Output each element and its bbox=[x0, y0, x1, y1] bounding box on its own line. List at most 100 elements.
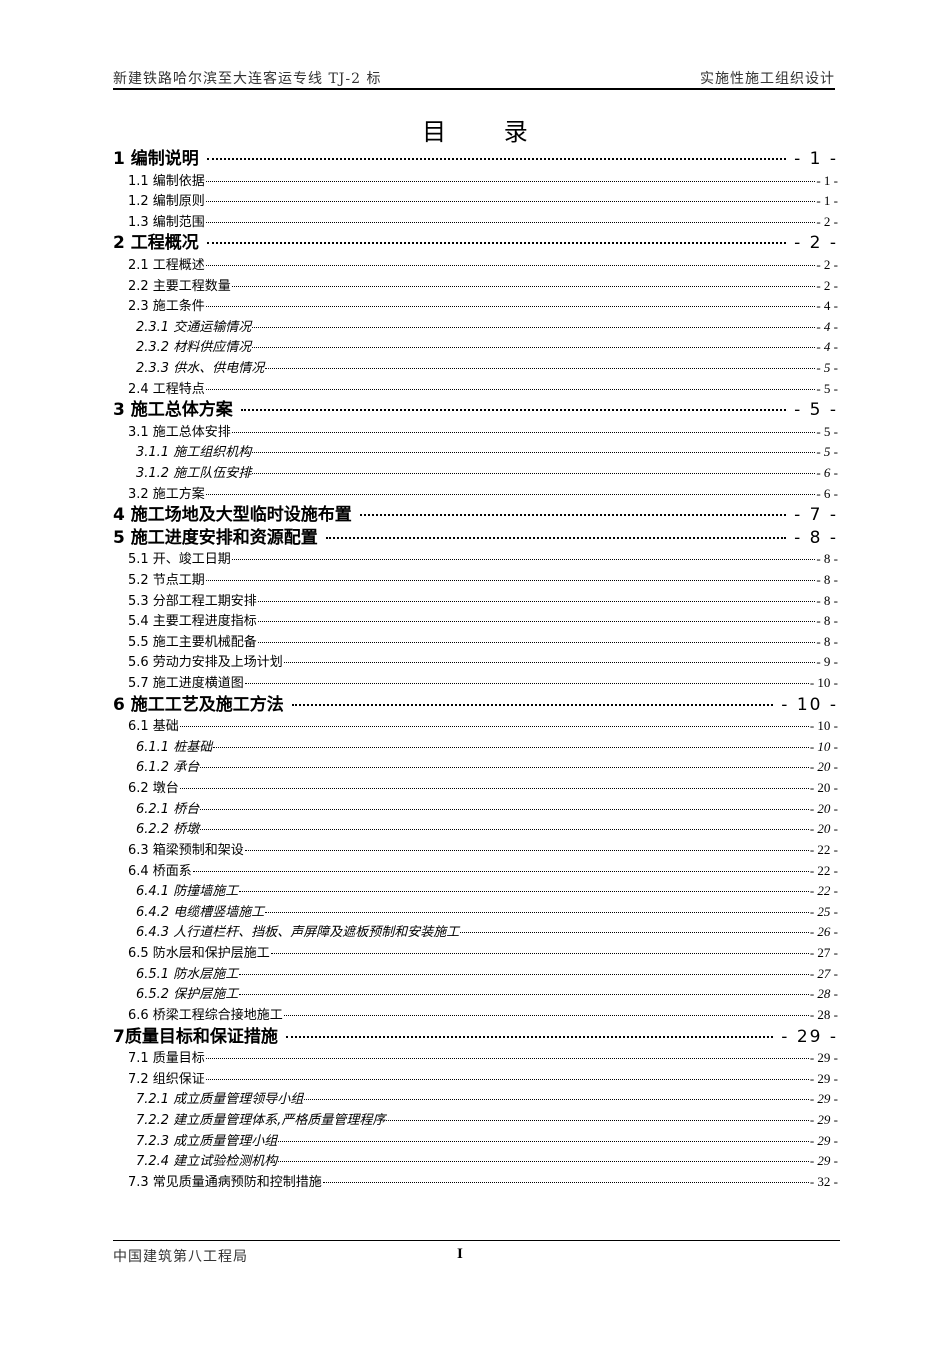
toc-entry[interactable]: 5.7 施工进度横道图 - 10 - bbox=[113, 673, 838, 694]
toc-entry-label: 2.3.2 材料供应情况 bbox=[136, 340, 252, 356]
toc-entry[interactable]: 2.3.2 材料供应情况 - 4 - bbox=[113, 337, 838, 358]
toc-entry-page: - 25 - bbox=[809, 903, 838, 919]
toc-entry[interactable]: 5 施工进度安排和资源配置 - 8 - bbox=[113, 527, 838, 550]
toc-entry-page: - 29 - bbox=[809, 1153, 838, 1169]
toc-entry[interactable]: 6.4.3 人行道栏杆、挡板、声屏障及遮板预制和安装施工 - 26 - bbox=[113, 922, 838, 943]
dot-leader bbox=[252, 473, 816, 474]
dot-leader bbox=[205, 201, 816, 203]
dot-leader bbox=[205, 493, 816, 495]
toc-entry-label: 2.4 工程特点 bbox=[128, 381, 205, 397]
toc-entry[interactable]: 5.5 施工主要机械配备 - 8 - bbox=[113, 632, 838, 653]
toc-entry-page: - 2 - bbox=[816, 213, 838, 229]
toc-entry[interactable]: 7.2.3 成立质量管理小组 - 29 - bbox=[113, 1131, 838, 1152]
dot-leader bbox=[205, 1078, 809, 1080]
dot-leader bbox=[179, 726, 809, 728]
toc-entry-page: - 22 - bbox=[809, 841, 838, 857]
toc-entry-page: - 10 - bbox=[809, 675, 838, 690]
toc-entry-page: - 2 - bbox=[794, 233, 838, 254]
toc-entry[interactable]: 6.4 桥面系 - 22 - bbox=[113, 861, 838, 882]
toc-entry-page: - 5 - bbox=[816, 360, 838, 375]
toc-entry[interactable]: 1.1 编制依据 - 1 - bbox=[113, 171, 838, 192]
toc-entry[interactable]: 3.2 施工方案 - 6 - bbox=[113, 484, 838, 505]
toc-entry[interactable]: 1.3 编制范围 - 2 - bbox=[113, 212, 838, 233]
toc-entry-page: - 1 - bbox=[816, 172, 838, 188]
toc-entry[interactable]: 6.5.2 保护层施工 - 28 - bbox=[113, 984, 838, 1005]
toc-entry-label: 6.1 基础 bbox=[128, 719, 179, 735]
toc-entry[interactable]: 1.2 编制原则 - 1 - bbox=[113, 191, 838, 212]
toc-entry[interactable]: 6.1 基础 - 10 - bbox=[113, 716, 838, 737]
dot-leader bbox=[239, 994, 809, 996]
toc-entry[interactable]: 2.2 主要工程数量 - 2 - bbox=[113, 276, 838, 297]
toc-entry[interactable]: 6.5 防水层和保护层施工 - 27 - bbox=[113, 943, 838, 964]
dot-leader bbox=[265, 368, 816, 369]
toc-entry[interactable]: 6.2 墩台 - 20 - bbox=[113, 778, 838, 799]
toc-entry[interactable]: 6.1.1 桩基础 - 10 - bbox=[113, 737, 838, 758]
toc-entry[interactable]: 6.1.2 承台 - 20 - bbox=[113, 757, 838, 778]
toc-entry[interactable]: 7.2.1 成立质量管理领导小组 - 29 - bbox=[113, 1089, 838, 1110]
toc-entry-label: 2.3.1 交通运输情况 bbox=[136, 319, 252, 335]
toc-entry[interactable]: 3.1 施工总体安排 - 5 - bbox=[113, 422, 838, 443]
toc-entry-page: - 27 - bbox=[809, 965, 838, 981]
toc-entry[interactable]: 7.2.4 建立试验检测机构 - 29 - bbox=[113, 1151, 838, 1172]
toc-entry-label: 5 施工进度安排和资源配置 bbox=[113, 527, 318, 548]
toc-entry-label: 3.2 施工方案 bbox=[128, 486, 205, 502]
toc-title: 目 录 bbox=[422, 118, 528, 146]
toc-entry-page: - 4 - bbox=[816, 298, 838, 314]
toc-entry[interactable]: 6.3 箱梁预制和架设 - 22 - bbox=[113, 840, 838, 861]
dot-leader bbox=[231, 559, 816, 561]
footer-company: 中国建筑第八工程局 bbox=[113, 1249, 248, 1265]
toc-entry-label: 6.1.1 桩基础 bbox=[136, 739, 213, 755]
toc-entry[interactable]: 2.3.1 交通运输情况 - 4 - bbox=[113, 317, 838, 338]
toc-entry[interactable]: 6.2.1 桥台 - 20 - bbox=[113, 799, 838, 820]
toc-entry[interactable]: 7.1 质量目标 - 29 - bbox=[113, 1048, 838, 1069]
toc-entry[interactable]: 4 施工场地及大型临时设施布置 - 7 - bbox=[113, 504, 838, 527]
toc-entry[interactable]: 2.3 施工条件 - 4 - bbox=[113, 296, 838, 317]
toc-entry-page: - 29 - bbox=[781, 1026, 838, 1047]
toc-entry-label: 2.3 施工条件 bbox=[128, 299, 205, 315]
toc-entry-page: - 32 - bbox=[809, 1173, 838, 1189]
toc-entry[interactable]: 7.3 常见质量通病预防和控制措施 - 32 - bbox=[113, 1172, 838, 1193]
toc-entry[interactable]: 6.4.1 防撞墙施工 - 22 - bbox=[113, 881, 838, 902]
toc-entry[interactable]: 6.6 桥梁工程综合接地施工 - 28 - bbox=[113, 1005, 838, 1026]
toc-entry[interactable]: 7.2 组织保证 - 29 - bbox=[113, 1069, 838, 1090]
toc-entry[interactable]: 6 施工工艺及施工方法 - 10 - bbox=[113, 694, 838, 717]
toc-entry[interactable]: 1 编制说明 - 1 - bbox=[113, 148, 838, 171]
toc-entry-page: - 20 - bbox=[809, 821, 838, 837]
toc-entry-label: 6.3 箱梁预制和架设 bbox=[128, 842, 244, 858]
toc-entry[interactable]: 6.4.2 电缆槽竖墙施工 - 25 - bbox=[113, 902, 838, 923]
toc-entry[interactable]: 3 施工总体方案 - 5 - bbox=[113, 399, 838, 422]
toc-entry-page: - 5 - bbox=[816, 423, 838, 439]
toc-entry[interactable]: 7质量目标和保证措施 - 29 - bbox=[113, 1026, 838, 1049]
toc-entry[interactable]: 2.1 工程概述 - 2 - bbox=[113, 255, 838, 276]
toc-entry[interactable]: 2 工程概况 - 2 - bbox=[113, 232, 838, 255]
toc-entry-label: 6.4.1 防撞墙施工 bbox=[136, 884, 239, 900]
toc-entry-page: - 28 - bbox=[809, 1006, 838, 1022]
toc-entry[interactable]: 3.1.1 施工组织机构 - 5 - bbox=[113, 442, 838, 463]
toc-entry[interactable]: 5.3 分部工程工期安排 - 8 - bbox=[113, 591, 838, 612]
toc-entry-label: 2.3.3 供水、供电情况 bbox=[136, 361, 265, 376]
toc-entry[interactable]: 5.1 开、竣工日期 - 8 - bbox=[113, 549, 838, 570]
toc-entry[interactable]: 6.5.1 防水层施工 - 27 - bbox=[113, 964, 838, 985]
toc-entry[interactable]: 5.6 劳动力安排及上场计划 - 9 - bbox=[113, 652, 838, 673]
dot-leader bbox=[205, 579, 816, 581]
toc-entry-page: - 8 - bbox=[816, 633, 838, 649]
toc-entry-label: 5.6 劳动力安排及上场计划 bbox=[128, 655, 283, 671]
toc-entry[interactable]: 2.4 工程特点 - 5 - bbox=[113, 379, 838, 400]
toc-entry-page: - 29 - bbox=[809, 1132, 838, 1148]
toc-entry-page: - 4 - bbox=[816, 318, 838, 334]
toc-entry-label: 1 编制说明 bbox=[113, 149, 199, 169]
toc-entry[interactable]: 6.2.2 桥墩 - 20 - bbox=[113, 819, 838, 840]
toc-entry[interactable]: 2.3.3 供水、供电情况 - 5 - bbox=[113, 358, 838, 379]
toc-entry[interactable]: 7.2.2 建立质量管理体系,严格质量管理程序 - 29 - bbox=[113, 1110, 838, 1131]
toc-entry-label: 7.2.4 建立试验检测机构 bbox=[136, 1154, 278, 1170]
page-footer: 中国建筑第八工程局 I bbox=[113, 1240, 840, 1265]
toc-entry-page: - 29 - bbox=[809, 1070, 838, 1086]
toc-entry-label: 5.4 主要工程进度指标 bbox=[128, 614, 257, 630]
toc-entry[interactable]: 5.4 主要工程进度指标 - 8 - bbox=[113, 611, 838, 632]
dot-leader bbox=[239, 973, 809, 975]
dot-leader bbox=[257, 621, 816, 623]
dot-leader bbox=[278, 1161, 809, 1163]
toc-entry[interactable]: 5.2 节点工期 - 8 - bbox=[113, 570, 838, 591]
toc-entry[interactable]: 3.1.2 施工队伍安排 - 6 - bbox=[113, 463, 838, 484]
toc-entry-page: - 27 - bbox=[809, 945, 838, 960]
